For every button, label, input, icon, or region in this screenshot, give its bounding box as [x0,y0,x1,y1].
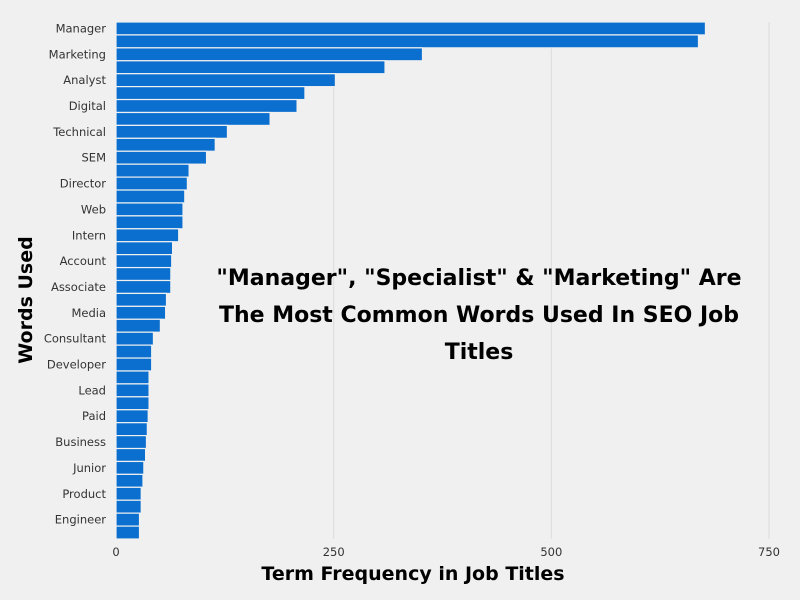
bar [115,98,298,114]
bar [115,73,337,88]
bar [115,499,142,514]
bar [115,344,153,359]
annotation-line-2: The Most Common Words Used In SEO Job [219,303,739,328]
y-tick-label: Digital [69,99,106,113]
bar [115,447,147,463]
bar [115,357,153,372]
y-tick-label: Associate [51,280,106,294]
bar [115,202,184,217]
y-axis-title: Words Used [15,236,37,363]
bar [115,163,190,178]
y-tick-label: Developer [47,358,106,372]
x-tick-labels: 0 250 500 750 [112,545,780,559]
bar [115,331,155,346]
y-tick-label: Product [62,487,106,501]
bar [115,215,184,230]
y-tick-label: Intern [72,228,106,242]
bar [115,150,208,165]
bar [115,409,149,424]
bar [115,124,229,139]
bar [115,60,386,75]
y-tick-label: Paid [82,409,106,423]
bar [115,525,141,540]
y-tick-labels: Manager Marketing Analyst Digital Technical S… [44,21,107,526]
annotation-line-3: Titles [445,340,514,365]
y-tick-label: Director [60,177,106,191]
bar [115,460,145,475]
x-tick-label: 500 [540,545,562,559]
bar [115,254,173,269]
bar [115,486,142,501]
bar [115,383,150,398]
bar [115,34,700,49]
bar [115,189,186,204]
y-tick-label: Consultant [44,332,107,346]
annotation-line-1: "Manager", "Specialist" & "Marketing" Ar… [216,266,741,291]
bar [115,292,168,307]
bar [115,228,180,243]
bar [115,396,150,411]
bar [115,86,306,101]
bars [115,21,707,540]
bar [115,111,271,126]
y-tick-label: Junior [72,461,106,475]
bar [115,279,172,295]
y-tick-label: Account [60,254,107,268]
bar [115,266,172,282]
y-tick-label: Manager [56,21,107,35]
bar [115,176,188,191]
bar [115,305,167,320]
bar [115,435,148,450]
x-tick-label: 250 [323,545,345,559]
bar [115,241,174,256]
y-tick-label: Analyst [63,73,106,87]
bar [115,473,144,488]
y-tick-label: Technical [52,125,106,139]
x-tick-label: 0 [112,545,119,559]
y-tick-label: Business [55,435,106,449]
bar [115,47,424,62]
bar [115,370,150,385]
y-tick-label: Marketing [49,47,106,61]
y-tick-label: Media [71,306,106,320]
x-tick-label: 750 [758,545,780,559]
bar [115,422,148,437]
y-tick-label: SEM [82,151,107,165]
bar [115,512,141,527]
y-tick-label: Engineer [55,513,106,527]
x-axis-title: Term Frequency in Job Titles [261,563,564,585]
bar [115,21,707,36]
bar [115,137,216,152]
y-tick-label: Lead [78,383,106,397]
y-tick-label: Web [81,202,106,216]
bar [115,318,162,333]
